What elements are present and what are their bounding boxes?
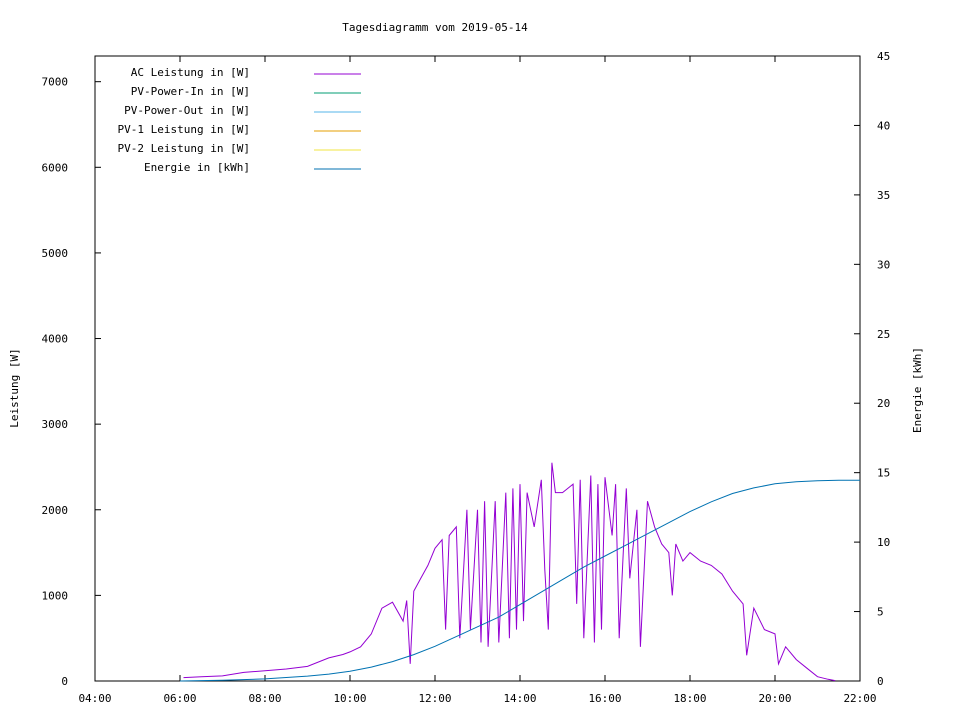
- y-axis-left: 0 1000 2000 3000 4000 5000 6000 7000: [42, 76, 101, 688]
- y-tick-label: 3000: [42, 418, 69, 431]
- x-tick-label: 06:00: [163, 692, 196, 705]
- y-tick-label: 0: [61, 675, 68, 688]
- legend-label: AC Leistung in [W]: [131, 66, 250, 79]
- legend-label: PV-Power-In in [W]: [131, 85, 250, 98]
- y-axis-left-label: Leistung [W]: [8, 348, 21, 427]
- x-tick-label: 22:00: [843, 692, 876, 705]
- y2-tick-label: 25: [877, 328, 890, 341]
- y-tick-label: 2000: [42, 504, 69, 517]
- y-tick-label: 5000: [42, 247, 69, 260]
- y2-tick-label: 20: [877, 397, 890, 410]
- chart-title: Tagesdiagramm vom 2019-05-14: [342, 21, 528, 34]
- legend-label: PV-1 Leistung in [W]: [118, 123, 250, 136]
- legend-label: PV-2 Leistung in [W]: [118, 142, 250, 155]
- legend-label: Energie in [kWh]: [144, 161, 250, 174]
- y-tick-label: 4000: [42, 333, 69, 346]
- x-tick-label: 18:00: [673, 692, 706, 705]
- x-tick-label: 04:00: [78, 692, 111, 705]
- y2-tick-label: 10: [877, 536, 890, 549]
- x-tick-label: 14:00: [503, 692, 536, 705]
- y2-tick-label: 15: [877, 467, 890, 480]
- x-tick-label: 08:00: [248, 692, 281, 705]
- y2-tick-label: 35: [877, 189, 890, 202]
- y2-tick-label: 40: [877, 119, 890, 132]
- x-tick-label: 10:00: [333, 692, 366, 705]
- y-axis-right: 0 5 10 15 20 25 30 35 40 45: [854, 50, 890, 688]
- series-layer: [179, 462, 860, 682]
- y2-tick-label: 45: [877, 50, 890, 63]
- y2-tick-label: 0: [877, 675, 884, 688]
- legend-label: PV-Power-Out in [W]: [124, 104, 250, 117]
- y-tick-label: 7000: [42, 76, 69, 89]
- y2-tick-label: 30: [877, 258, 890, 271]
- y2-tick-label: 5: [877, 606, 884, 619]
- series-line-0: [183, 462, 836, 682]
- x-axis: 04:00 06:00 08:00 10:00 12:00 14:00 16:00 18:00…: [78, 56, 877, 705]
- series-line-5: [179, 479, 860, 682]
- y-tick-label: 6000: [42, 161, 69, 174]
- y-tick-label: 1000: [42, 589, 69, 602]
- x-tick-label: 20:00: [758, 692, 791, 705]
- x-tick-label: 12:00: [418, 692, 451, 705]
- plot-frame: [94, 55, 861, 682]
- y-axis-right-label: Energie [kWh]: [911, 347, 924, 433]
- x-tick-label: 16:00: [588, 692, 621, 705]
- legend: AC Leistung in [W] PV-Power-In in [W] PV-P…: [118, 66, 361, 174]
